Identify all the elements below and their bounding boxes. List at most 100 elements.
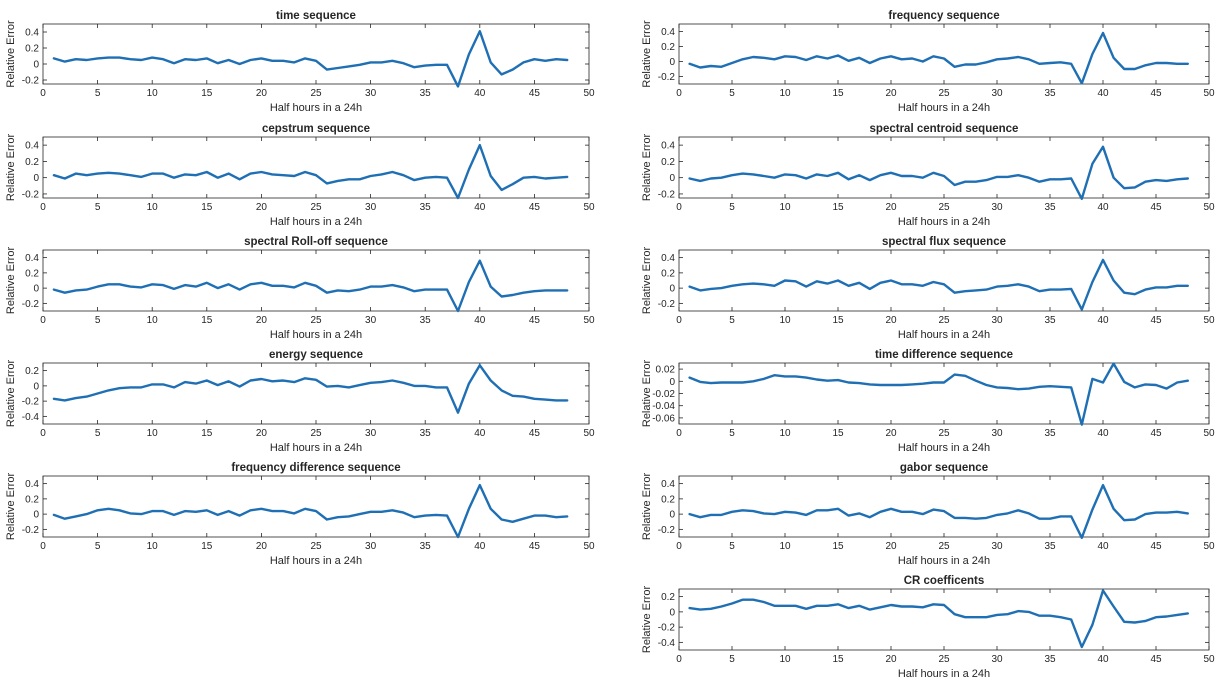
x-tick-label: 10 [147, 88, 159, 99]
x-tick-label: 40 [1097, 654, 1109, 665]
x-tick-label: 25 [938, 541, 950, 552]
x-tick-label: 45 [1150, 202, 1162, 213]
x-tick-label: 10 [779, 654, 791, 665]
axes-box [42, 249, 590, 312]
series-line [52, 483, 569, 539]
x-tick-label: 15 [201, 315, 213, 326]
y-tick-label: -0.4 [22, 412, 40, 423]
x-tick-label: 20 [256, 541, 268, 552]
series-line [688, 362, 1190, 426]
plot-title: gabor sequence [900, 462, 988, 474]
x-tick-label: 20 [885, 315, 897, 326]
axes-box [42, 362, 590, 425]
x-tick-label: 15 [201, 541, 213, 552]
x-tick-label: 10 [779, 428, 791, 439]
x-tick-label: 35 [420, 202, 432, 213]
plot-panel: cepstrum sequence 0 5 10 15 20 25 30 35 40 45 50 -0.… [5, 123, 595, 228]
y-tick-label: -0.4 [658, 638, 676, 649]
x-tick-label: 35 [420, 88, 432, 99]
x-tick-label: 40 [474, 202, 486, 213]
x-tick-label: 10 [779, 88, 791, 99]
y-tick-label: 0 [669, 510, 675, 521]
x-tick-label: 40 [474, 428, 486, 439]
plot-panel: spectral Roll-off sequence 0 5 10 15 20 25 30 35… [5, 236, 595, 341]
y-tick-label: 0 [669, 173, 675, 184]
x-tick-label: 30 [991, 202, 1003, 213]
y-tick-label: -0.2 [658, 525, 676, 536]
plot-panel: energy sequence 0 5 10 15 20 25 30 35 40 45 50 -0.4 -… [5, 349, 595, 454]
plot-title: cepstrum sequence [262, 123, 370, 135]
x-tick-label: 35 [1044, 88, 1056, 99]
y-tick-label: 0.4 [25, 253, 39, 264]
y-tick-label: 0.2 [661, 157, 675, 168]
y-tick-label: -0.2 [658, 72, 676, 83]
x-tick-label: 10 [147, 202, 159, 213]
x-tick-label: 50 [583, 202, 595, 213]
y-tick-label: 0.2 [25, 157, 39, 168]
x-tick-label: 0 [40, 541, 46, 552]
x-tick-label: 25 [310, 88, 322, 99]
x-tick-label: 50 [583, 541, 595, 552]
x-axis-label: Half hours in a 24h [898, 102, 990, 114]
x-tick-label: 5 [95, 202, 101, 213]
y-tick-label: 0 [33, 173, 39, 184]
y-tick-label: 0 [669, 284, 675, 295]
x-tick-label: 35 [1044, 654, 1056, 665]
plot-panel: spectral centroid sequence 0 5 10 15 20 25 30 35… [641, 123, 1215, 228]
y-tick-label: 0.2 [661, 268, 675, 279]
axes-box [678, 23, 1210, 85]
x-tick-label: 50 [583, 315, 595, 326]
y-tick-label: 0.2 [661, 592, 675, 603]
y-tick-label: -0.02 [652, 389, 675, 400]
x-tick-label: 20 [885, 654, 897, 665]
x-tick-label: 45 [529, 315, 541, 326]
y-tick-label: 0 [33, 60, 39, 71]
x-tick-label: 20 [885, 202, 897, 213]
x-tick-label: 35 [1044, 315, 1056, 326]
y-tick-label: -0.06 [652, 413, 675, 424]
plot-title: frequency difference sequence [231, 462, 400, 474]
x-tick-label: 15 [832, 541, 844, 552]
x-tick-label: 30 [365, 541, 377, 552]
x-tick-label: 50 [1203, 88, 1215, 99]
x-axis-label: Half hours in a 24h [898, 442, 990, 454]
x-tick-label: 50 [1203, 202, 1215, 213]
x-tick-label: 0 [40, 428, 46, 439]
y-tick-label: 0.2 [25, 44, 39, 55]
x-tick-label: 5 [95, 88, 101, 99]
x-tick-label: 25 [310, 541, 322, 552]
x-tick-label: 15 [832, 88, 844, 99]
series-line [52, 259, 569, 313]
x-tick-label: 30 [991, 88, 1003, 99]
plot-panel: spectral flux sequence 0 5 10 15 20 25 30 35 40 45… [641, 236, 1215, 341]
x-tick-label: 0 [676, 428, 682, 439]
x-tick-label: 15 [201, 202, 213, 213]
x-tick-label: 20 [256, 88, 268, 99]
x-tick-label: 45 [529, 88, 541, 99]
x-tick-label: 0 [676, 541, 682, 552]
y-tick-label: 0 [33, 284, 39, 295]
plot-title: time sequence [276, 10, 356, 22]
y-tick-label: 0.4 [661, 253, 675, 264]
plot-panel: frequency difference sequence 0 5 10 15 20 25 3… [5, 462, 595, 567]
x-tick-label: 10 [779, 202, 791, 213]
plot-panel: CR coefficents 0 5 10 15 20 25 30 35 40 45 50 -0.4 -0… [641, 575, 1215, 680]
x-tick-label: 40 [1097, 428, 1109, 439]
x-axis-label: Half hours in a 24h [270, 102, 362, 114]
x-tick-label: 20 [885, 88, 897, 99]
series-line [688, 483, 1190, 539]
x-tick-label: 40 [1097, 315, 1109, 326]
y-axis-label: Relative Error [641, 360, 653, 428]
axes-box [42, 136, 590, 199]
x-tick-label: 45 [1150, 541, 1162, 552]
x-axis-label: Half hours in a 24h [270, 329, 362, 341]
axes-box [678, 136, 1210, 199]
x-tick-label: 45 [1150, 315, 1162, 326]
y-tick-label: 0.4 [661, 27, 675, 38]
x-tick-label: 25 [938, 88, 950, 99]
x-tick-label: 50 [1203, 541, 1215, 552]
plot-title: time difference sequence [875, 349, 1013, 361]
y-tick-label: -0.2 [658, 189, 676, 200]
series-line [52, 143, 569, 200]
x-tick-label: 35 [420, 541, 432, 552]
